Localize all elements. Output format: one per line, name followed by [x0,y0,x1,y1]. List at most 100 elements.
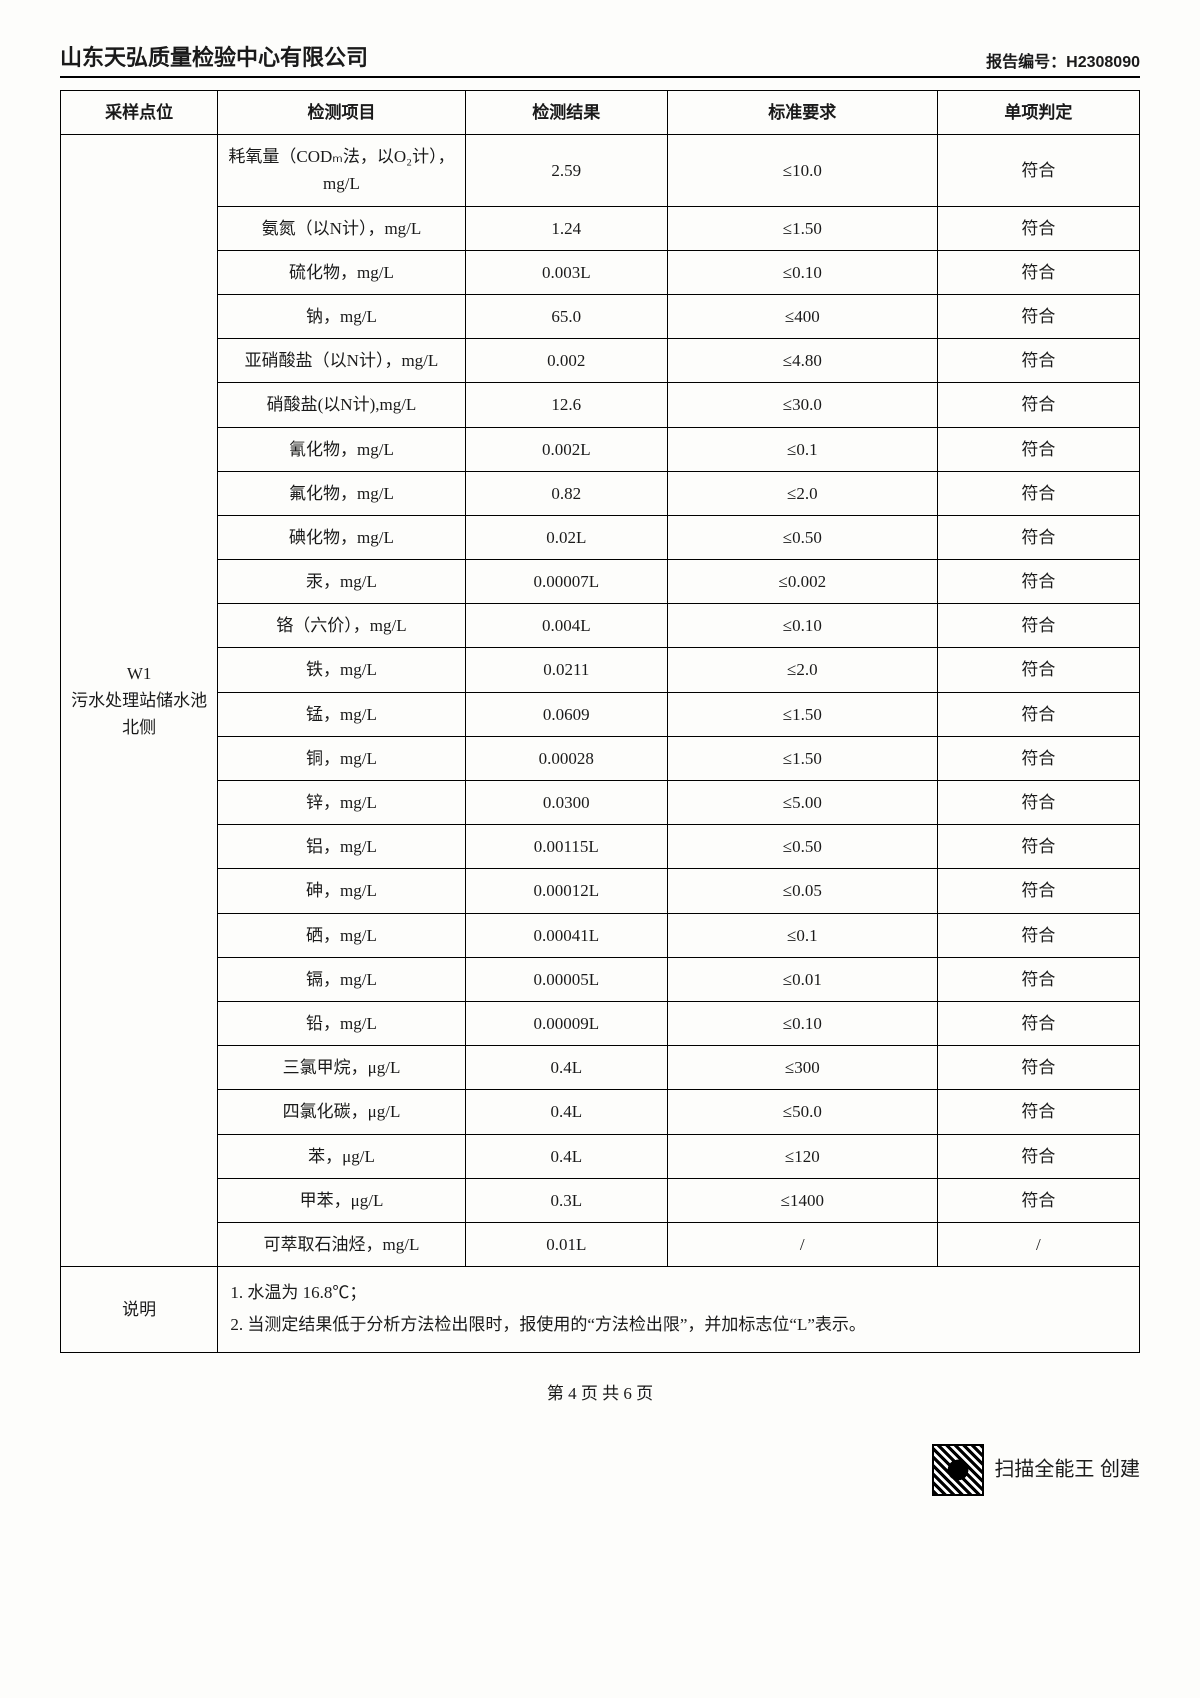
cell-result: 0.00007L [465,560,667,604]
cell-result: 0.4L [465,1090,667,1134]
report-label: 报告编号： [986,54,1066,71]
cell-judge: 符合 [937,604,1139,648]
cell-std: ≤0.50 [667,825,937,869]
cell-std: ≤10.0 [667,135,937,206]
col-result: 检测结果 [465,91,667,135]
notes-row: 说明1. 水温为 16.8℃； 2. 当测定结果低于分析方法检出限时，报使用的“… [61,1267,1140,1353]
col-judge: 单项判定 [937,91,1139,135]
cell-std: ≤1.50 [667,206,937,250]
table-row: 砷，mg/L0.00012L≤0.05符合 [61,869,1140,913]
cell-std: ≤0.10 [667,250,937,294]
table-row: 锰，mg/L0.0609≤1.50符合 [61,692,1140,736]
col-item: 检测项目 [218,91,465,135]
cell-std: ≤0.1 [667,913,937,957]
notes-label: 说明 [61,1267,218,1353]
notes-text: 1. 水温为 16.8℃； 2. 当测定结果低于分析方法检出限时，报使用的“方法… [218,1267,1140,1353]
cell-result: 0.00028 [465,736,667,780]
table-row: 硫化物，mg/L0.003L≤0.10符合 [61,250,1140,294]
cell-std: ≤300 [667,1046,937,1090]
cell-judge: 符合 [937,135,1139,206]
cell-std: ≤0.05 [667,869,937,913]
cell-judge: 符合 [937,1134,1139,1178]
cell-item: 铁，mg/L [218,648,465,692]
cell-result: 0.01L [465,1222,667,1266]
cell-std: ≤1.50 [667,692,937,736]
cell-result: 2.59 [465,135,667,206]
cell-std: ≤0.002 [667,560,937,604]
results-table: 采样点位 检测项目 检测结果 标准要求 单项判定 W1 污水处理站储水池 北侧耗… [60,90,1140,1353]
cell-item: 铜，mg/L [218,736,465,780]
cell-result: 0.004L [465,604,667,648]
cell-judge: 符合 [937,781,1139,825]
cell-std: ≤0.1 [667,427,937,471]
cell-item: 铬（六价），mg/L [218,604,465,648]
cell-std: ≤1400 [667,1178,937,1222]
cell-result: 0.002L [465,427,667,471]
table-row: 碘化物，mg/L0.02L≤0.50符合 [61,515,1140,559]
cell-std: ≤2.0 [667,648,937,692]
cell-judge: / [937,1222,1139,1266]
cell-item: 汞，mg/L [218,560,465,604]
cell-judge: 符合 [937,427,1139,471]
cell-result: 0.3L [465,1178,667,1222]
table-body: W1 污水处理站储水池 北侧耗氧量（CODₘ法，以O₂计），mg/L2.59≤1… [61,135,1140,1352]
table-row: 苯，μg/L0.4L≤120符合 [61,1134,1140,1178]
cell-std: ≤0.50 [667,515,937,559]
cell-judge: 符合 [937,339,1139,383]
cell-judge: 符合 [937,294,1139,338]
cell-judge: 符合 [937,560,1139,604]
cell-judge: 符合 [937,869,1139,913]
cell-judge: 符合 [937,1178,1139,1222]
table-row: 镉，mg/L0.00005L≤0.01符合 [61,957,1140,1001]
cell-result: 0.82 [465,471,667,515]
table-row: 亚硝酸盐（以N计），mg/L0.002≤4.80符合 [61,339,1140,383]
cell-item: 氨氮（以N计），mg/L [218,206,465,250]
cell-judge: 符合 [937,1090,1139,1134]
cell-result: 0.00009L [465,1001,667,1045]
cell-item: 甲苯，μg/L [218,1178,465,1222]
cell-result: 0.0300 [465,781,667,825]
table-row: 三氯甲烷，μg/L0.4L≤300符合 [61,1046,1140,1090]
cell-result: 0.002 [465,339,667,383]
cell-item: 砷，mg/L [218,869,465,913]
cell-judge: 符合 [937,471,1139,515]
table-row: 四氯化碳，μg/L0.4L≤50.0符合 [61,1090,1140,1134]
cell-item: 锌，mg/L [218,781,465,825]
cell-item: 碘化物，mg/L [218,515,465,559]
cell-std: ≤0.10 [667,604,937,648]
report-number: 报告编号：H2308090 [986,48,1140,72]
page-indicator: 第 4 页 共 6 页 [60,1379,1140,1404]
cell-std: ≤400 [667,294,937,338]
cell-item: 苯，μg/L [218,1134,465,1178]
table-row: 钠，mg/L65.0≤400符合 [61,294,1140,338]
cell-judge: 符合 [937,692,1139,736]
table-row: 锌，mg/L0.0300≤5.00符合 [61,781,1140,825]
cell-judge: 符合 [937,383,1139,427]
report-no-value: H2308090 [1066,54,1140,71]
page-header: 山东天弘质量检验中心有限公司 报告编号：H2308090 [60,40,1140,78]
sampling-point-cell: W1 污水处理站储水池 北侧 [61,135,218,1267]
cell-item: 氟化物，mg/L [218,471,465,515]
cell-std: ≤4.80 [667,339,937,383]
table-row: 硒，mg/L0.00041L≤0.1符合 [61,913,1140,957]
cell-item: 三氯甲烷，μg/L [218,1046,465,1090]
cell-std: ≤120 [667,1134,937,1178]
cell-std: ≤0.10 [667,1001,937,1045]
cell-judge: 符合 [937,825,1139,869]
cell-result: 12.6 [465,383,667,427]
table-row: 汞，mg/L0.00007L≤0.002符合 [61,560,1140,604]
table-row: 可萃取石油烃，mg/L0.01L// [61,1222,1140,1266]
cell-judge: 符合 [937,913,1139,957]
cell-item: 亚硝酸盐（以N计），mg/L [218,339,465,383]
table-row: 硝酸盐(以N计),mg/L12.6≤30.0符合 [61,383,1140,427]
cell-std: ≤2.0 [667,471,937,515]
cell-result: 0.4L [465,1134,667,1178]
cell-judge: 符合 [937,1001,1139,1045]
cell-item: 氰化物，mg/L [218,427,465,471]
cell-item: 四氯化碳，μg/L [218,1090,465,1134]
table-row: 铜，mg/L0.00028≤1.50符合 [61,736,1140,780]
cell-item: 锰，mg/L [218,692,465,736]
cell-result: 0.003L [465,250,667,294]
cell-item: 钠，mg/L [218,294,465,338]
cell-judge: 符合 [937,206,1139,250]
